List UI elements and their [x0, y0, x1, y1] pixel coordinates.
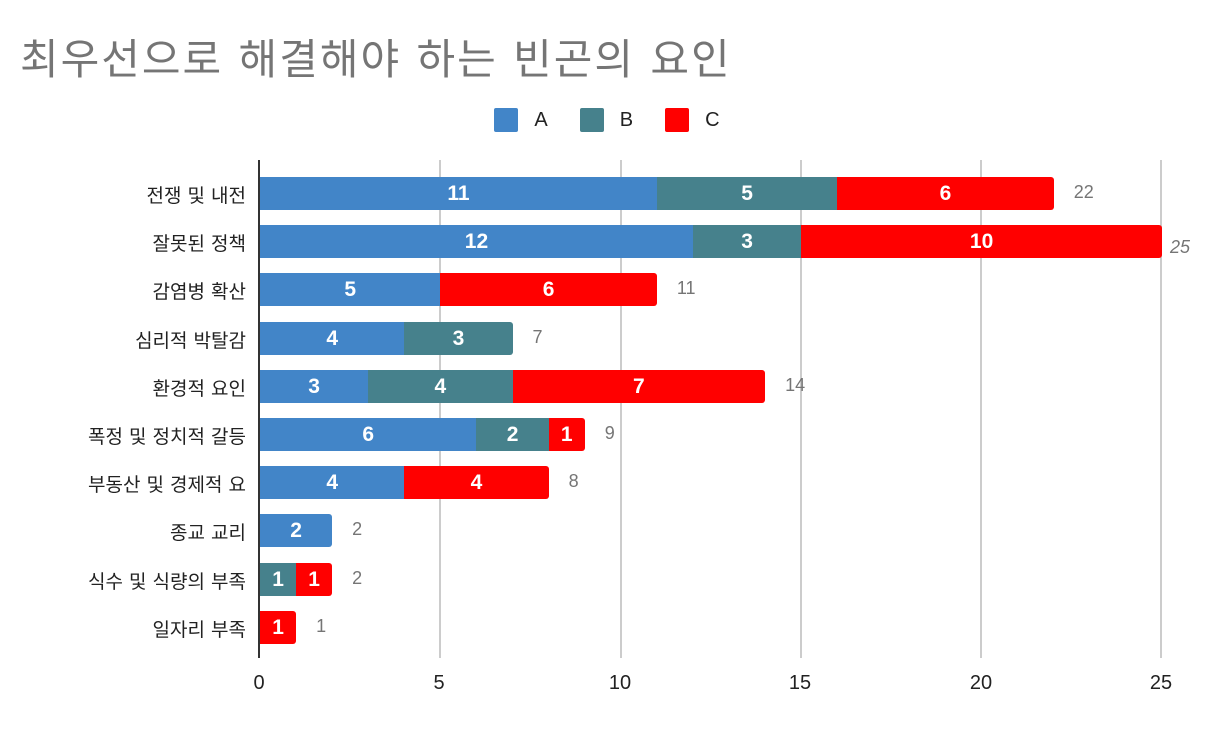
bar-total-label: 25 — [1170, 237, 1191, 257]
bar-segment-a[interactable]: 12 — [260, 225, 693, 258]
bar-total-label: 2 — [352, 519, 363, 539]
y-category-label: 전쟁 및 내전 — [146, 185, 246, 207]
legend-item-a[interactable]: A — [494, 108, 548, 132]
x-tick-5: 5 — [433, 672, 445, 694]
x-tick-10: 10 — [608, 672, 632, 694]
y-category-label: 식수 및 식량의 부족 — [88, 571, 246, 593]
bar-segment-a[interactable]: 4 — [260, 466, 405, 499]
gridline-15 — [800, 160, 802, 658]
bar-segment-a[interactable]: 5 — [260, 273, 441, 306]
bar-segment-b[interactable]: 4 — [368, 370, 513, 403]
bar-segment-a[interactable]: 4 — [260, 322, 405, 355]
bar-total-label: 2 — [352, 568, 363, 588]
bar-segment-a[interactable]: 6 — [260, 418, 477, 451]
bar-segment-a[interactable]: 2 — [260, 514, 333, 547]
bar-row: 1 — [260, 611, 297, 644]
x-tick-20: 20 — [969, 672, 993, 694]
bar-total-label: 8 — [568, 471, 579, 491]
x-tick-0: 0 — [253, 672, 265, 694]
bar-row: 2 — [260, 514, 333, 547]
bar-total-label: 9 — [604, 423, 615, 443]
bar-segment-b[interactable]: 1 — [260, 563, 297, 596]
bar-segment-c[interactable]: 1 — [296, 563, 333, 596]
bar-segment-a[interactable]: 11 — [260, 177, 657, 210]
gridline-5 — [439, 160, 441, 658]
bar-segment-b[interactable]: 5 — [656, 177, 838, 210]
bar-total-label: 14 — [785, 375, 806, 395]
legend-swatch-b — [579, 108, 604, 132]
bar-total-label: 22 — [1073, 182, 1094, 202]
y-category-label: 감염병 확산 — [152, 281, 246, 303]
gridline-10 — [620, 160, 622, 658]
y-category-label: 심리적 박탈감 — [135, 330, 246, 352]
legend-swatch-c — [665, 108, 690, 132]
bar-segment-c[interactable]: 6 — [837, 177, 1054, 210]
y-category-label: 일자리 부족 — [152, 619, 246, 641]
x-tick-25: 25 — [1149, 672, 1173, 694]
bar-segment-b[interactable]: 3 — [404, 322, 513, 355]
chart-title: 최우선으로 해결해야 하는 빈곤의 요인 — [20, 35, 732, 84]
x-tick-15: 15 — [788, 672, 812, 694]
y-category-label: 부동산 및 경제적 요 — [88, 474, 246, 496]
bar-segment-c[interactable]: 6 — [440, 273, 657, 306]
bar-segment-b[interactable]: 2 — [476, 418, 549, 451]
bar-row: 12 3 10 — [260, 225, 1162, 258]
y-category-label: 잘못된 정책 — [152, 233, 246, 255]
bar-total-label: 7 — [532, 327, 543, 347]
legend-label-c: C — [705, 108, 720, 131]
bar-segment-c[interactable]: 7 — [512, 370, 766, 403]
legend-swatch-a — [494, 108, 519, 132]
legend-item-b[interactable]: B — [579, 108, 634, 132]
bar-segment-c[interactable]: 1 — [260, 611, 297, 644]
y-category-label: 폭정 및 정치적 갈등 — [88, 426, 246, 448]
y-axis-line — [258, 160, 260, 658]
legend: A B C — [0, 108, 1214, 132]
bar-segment-b[interactable]: 3 — [692, 225, 802, 258]
bar-segment-c[interactable]: 1 — [548, 418, 585, 451]
gridline-20 — [980, 160, 982, 658]
legend-item-c[interactable]: C — [665, 108, 720, 132]
legend-label-a: A — [534, 108, 548, 131]
y-category-label: 종교 교리 — [170, 522, 246, 544]
bar-total-label: 11 — [676, 278, 696, 298]
bar-total-label: 1 — [316, 616, 327, 636]
gridline-25 — [1160, 160, 1162, 658]
bar-row: 11 5 6 — [260, 177, 1054, 210]
legend-label-b: B — [619, 108, 634, 131]
y-category-label: 환경적 요인 — [152, 378, 246, 400]
bar-segment-c[interactable]: 4 — [404, 466, 549, 499]
bar-segment-a[interactable]: 3 — [260, 370, 369, 403]
bar-segment-c[interactable]: 10 — [801, 225, 1162, 258]
